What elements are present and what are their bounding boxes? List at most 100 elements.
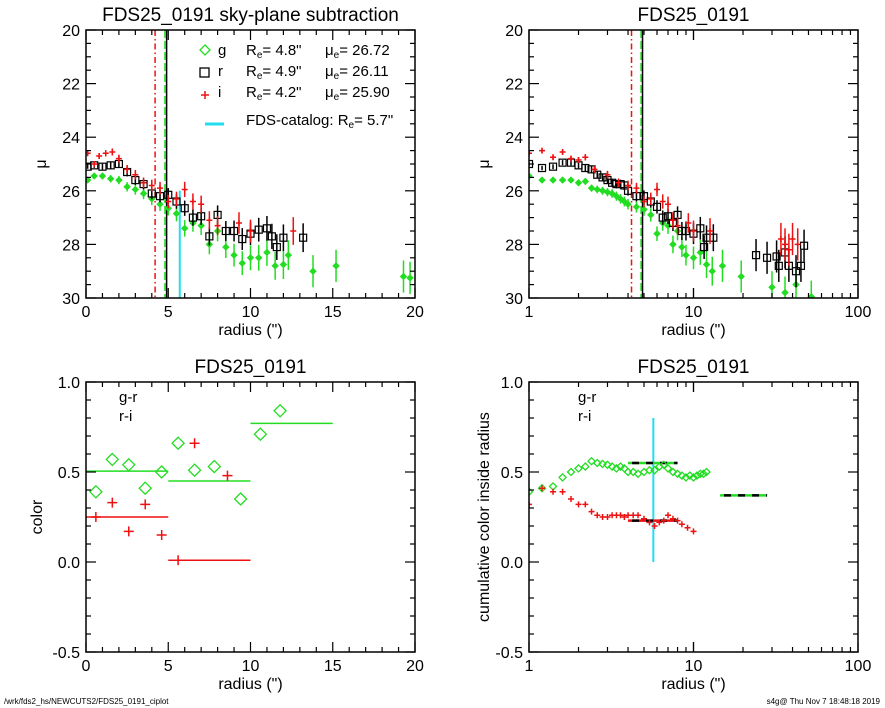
data-point-i xyxy=(604,171,611,178)
data-point-g xyxy=(678,243,686,251)
data-point-g xyxy=(197,221,205,230)
chart-title: FDS25_0191 sky-plane subtraction xyxy=(102,5,399,26)
data-point-i xyxy=(539,147,546,154)
x-tick-label: 1 xyxy=(525,658,534,675)
data-point-g-r xyxy=(253,427,268,442)
data-point-i xyxy=(529,150,532,157)
data-point-r-i xyxy=(594,512,601,519)
data-point-i xyxy=(91,161,98,167)
x-tick-label: 5 xyxy=(164,658,173,675)
data-point-g xyxy=(640,205,648,214)
data-point-g xyxy=(608,189,616,198)
data-point-r-i xyxy=(669,515,676,522)
data-point-g xyxy=(587,184,596,192)
data-point-g-r xyxy=(681,472,691,482)
y-tick-label: 0.5 xyxy=(58,465,80,482)
data-point-g xyxy=(702,260,711,269)
data-point-i xyxy=(181,186,188,193)
y-tick-label: 28 xyxy=(505,237,523,254)
legend-label-r-i: r-i xyxy=(119,408,132,425)
x-tick-label: 15 xyxy=(324,304,342,321)
y-tick-label: 28 xyxy=(62,237,80,254)
data-point-i xyxy=(140,179,147,186)
x-axis-label: radius (") xyxy=(661,322,725,339)
y-tick-label: 24 xyxy=(62,130,80,147)
data-point-r-i xyxy=(640,515,647,522)
data-point-r xyxy=(267,232,276,241)
legend-re-g: Re= 4.8" xyxy=(246,42,302,61)
data-point-r-i xyxy=(625,512,632,519)
data-point-i xyxy=(625,182,632,189)
x-tick-label: 5 xyxy=(164,304,173,321)
data-point-i xyxy=(173,195,180,202)
data-point-r xyxy=(762,253,772,262)
data-point-r-i xyxy=(539,485,546,492)
data-point-r xyxy=(238,234,247,244)
data-point-g xyxy=(230,251,238,259)
data-point-g xyxy=(86,176,92,184)
data-point-g xyxy=(180,224,189,233)
legend-band-i: i xyxy=(218,84,221,101)
y-tick-label: 24 xyxy=(505,130,523,147)
plot-panel-1: 0 5 10 15 20 20 22 24 26 28 30 FDS25_0191 sky-plane… xyxy=(33,5,424,339)
data-point-g xyxy=(255,254,263,262)
data-point-g-r xyxy=(603,460,612,470)
data-point-g-r xyxy=(207,459,222,474)
data-point-i xyxy=(782,241,789,248)
x-tick-label: 1 xyxy=(525,304,534,321)
data-point-g xyxy=(708,267,716,275)
data-point-g xyxy=(123,183,131,191)
data-point-g xyxy=(737,272,745,281)
data-point-i xyxy=(665,201,672,208)
data-point-r xyxy=(180,204,189,213)
data-point-g xyxy=(624,200,632,208)
data-point-g-r xyxy=(695,469,705,479)
data-point-i xyxy=(777,236,784,243)
legend-symbol-square-icon xyxy=(199,67,210,78)
legend-symbol-diamond-icon xyxy=(199,44,211,56)
data-point-i xyxy=(235,219,242,226)
legend-label-r-i: r-i xyxy=(578,408,591,425)
data-point-i xyxy=(633,185,640,192)
data-point-g xyxy=(279,260,288,269)
data-point-g xyxy=(682,251,690,259)
data-point-g-r xyxy=(598,459,607,469)
data-point-r-i xyxy=(690,528,697,535)
data-point-r-i xyxy=(559,488,566,495)
data-point-g-r xyxy=(273,403,288,418)
data-point-r xyxy=(796,261,806,270)
data-point-g-r xyxy=(616,462,625,472)
data-point-i xyxy=(567,155,574,162)
data-point-g xyxy=(106,175,115,183)
x-tick-label: 20 xyxy=(406,658,424,675)
data-point-r xyxy=(774,261,783,270)
data-point-g xyxy=(669,240,677,249)
data-point-g-r xyxy=(187,463,202,478)
legend-catalog-label: FDS-catalog: Re= 5.7" xyxy=(246,112,393,131)
data-point-r-i xyxy=(107,497,118,508)
y-axis-label: μ xyxy=(476,159,493,168)
data-point-g xyxy=(172,209,181,218)
data-point-r xyxy=(279,233,288,242)
data-point-r-i xyxy=(635,512,642,519)
data-point-i xyxy=(647,195,654,202)
data-point-g xyxy=(131,185,140,194)
data-point-r xyxy=(658,213,667,222)
data-point-g xyxy=(593,185,601,194)
data-point-i xyxy=(157,185,164,192)
data-point-i xyxy=(575,156,582,163)
x-tick-label: 100 xyxy=(845,304,872,321)
data-point-g xyxy=(781,288,789,297)
y-tick-label: 1.0 xyxy=(58,375,80,392)
x-tick-label: 100 xyxy=(845,658,872,675)
x-tick-label: 0 xyxy=(82,658,91,675)
legend-label-g-r: g-r xyxy=(578,389,596,406)
data-point-g xyxy=(98,172,107,180)
data-point-g xyxy=(632,203,641,211)
data-point-r xyxy=(262,224,272,233)
data-point-g xyxy=(718,262,727,270)
data-point-g-r xyxy=(171,436,186,451)
data-point-r-i xyxy=(222,470,233,481)
data-point-i xyxy=(290,228,297,234)
